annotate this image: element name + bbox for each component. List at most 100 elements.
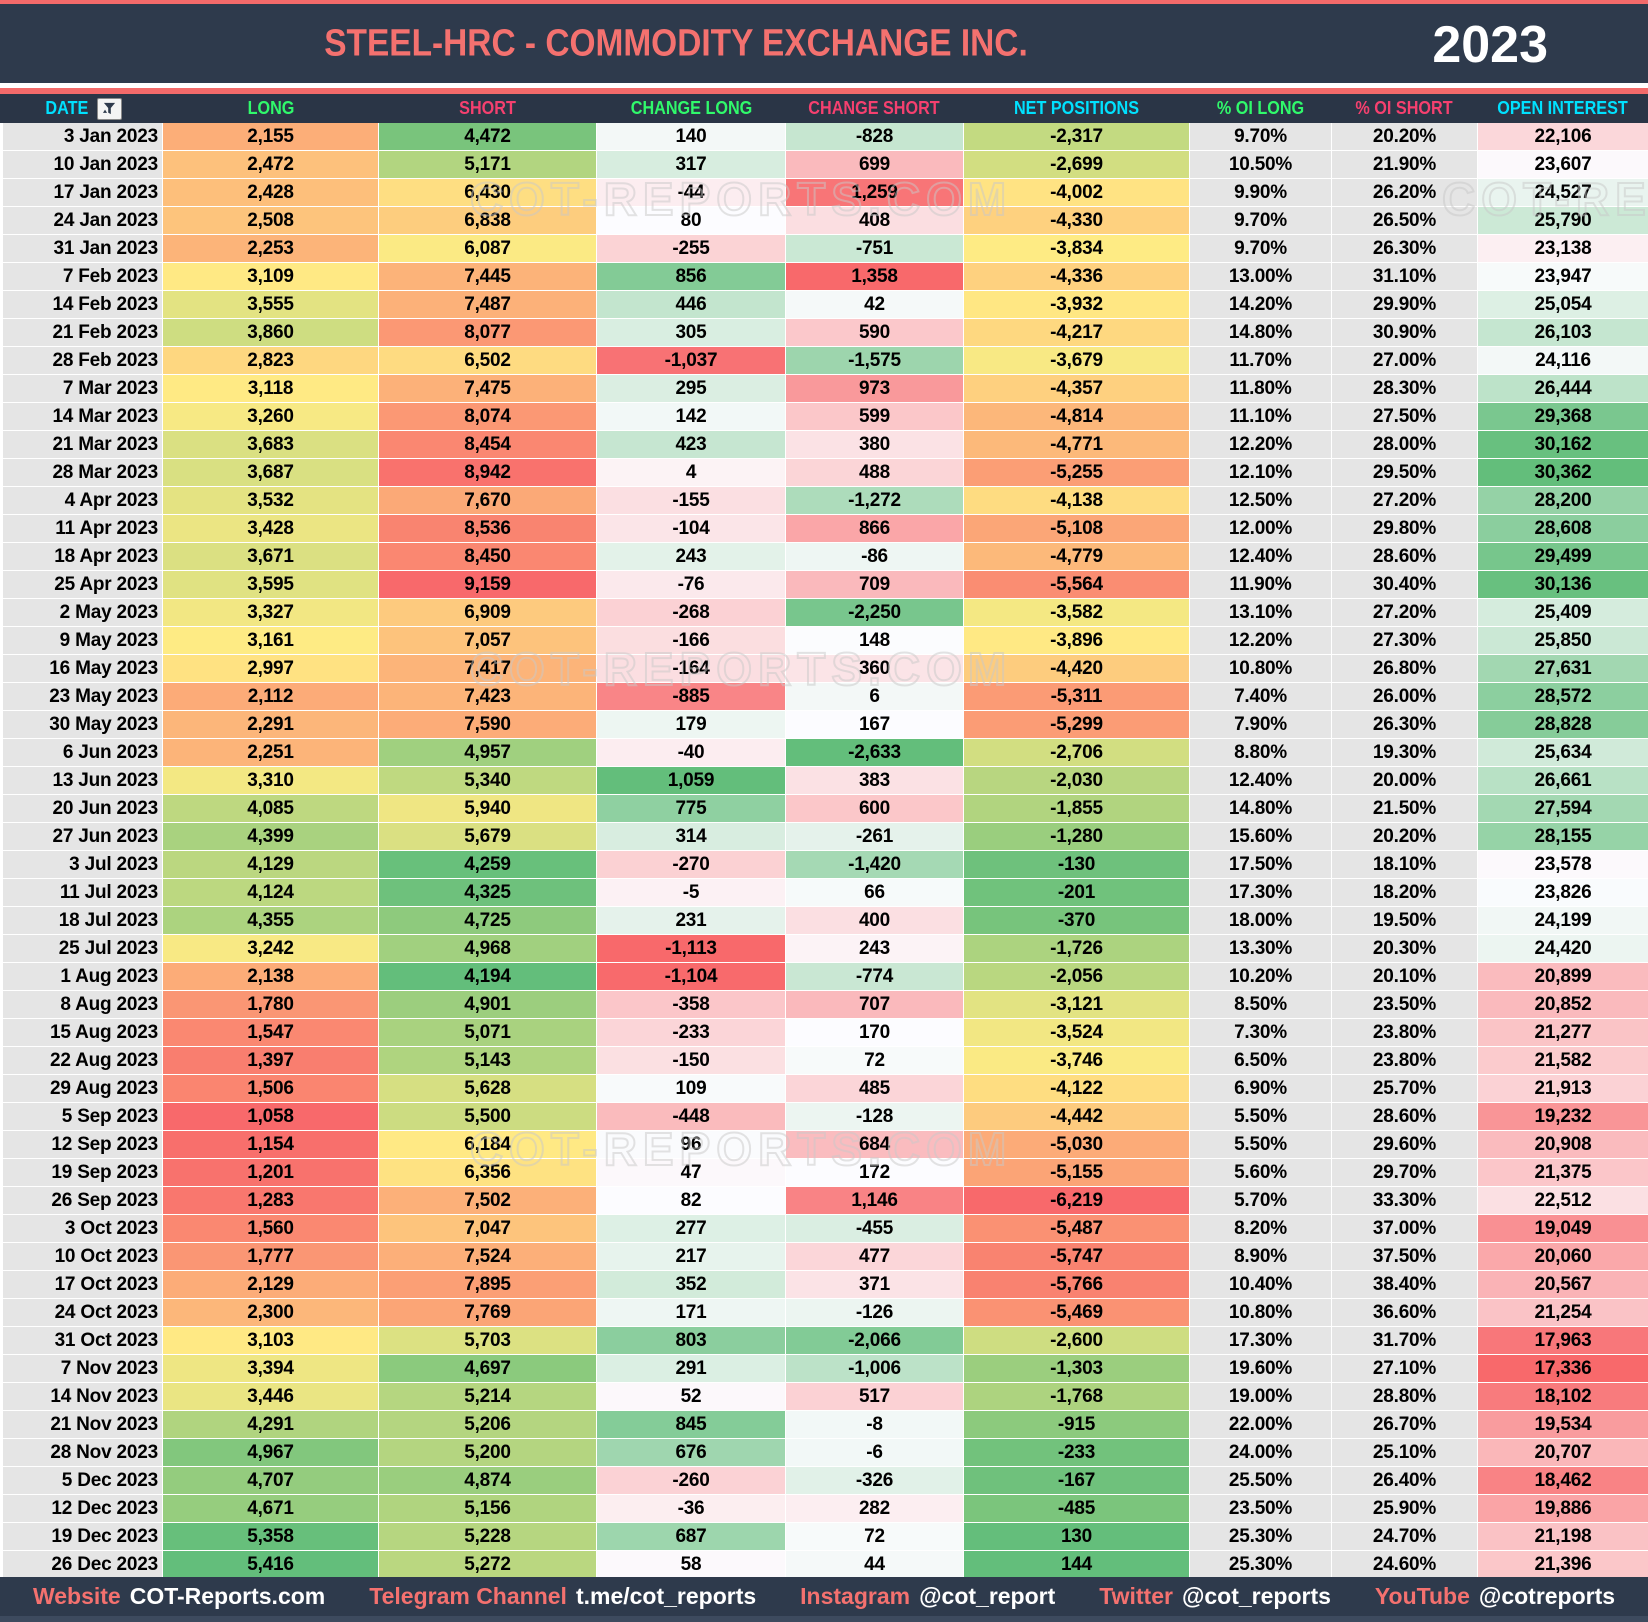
net_positions-cell: -1,768 bbox=[964, 1383, 1189, 1410]
footer-item: Twitter @cot_reports bbox=[1099, 1583, 1331, 1610]
short-cell: 8,454 bbox=[379, 431, 596, 458]
oi_long_pct-cell: 10.20% bbox=[1190, 963, 1331, 990]
oi_short_pct-cell: 29.70% bbox=[1332, 1159, 1477, 1186]
change_long-cell: 423 bbox=[597, 431, 785, 458]
short-cell: 7,895 bbox=[379, 1271, 596, 1298]
long-cell: 3,109 bbox=[163, 263, 378, 290]
short-cell: 4,874 bbox=[379, 1467, 596, 1494]
short-cell: 7,423 bbox=[379, 683, 596, 710]
column-header-oi_long_pct: % OI LONG bbox=[1190, 94, 1331, 123]
date-cell: 7 Nov 2023 bbox=[3, 1355, 162, 1382]
open_interest-cell: 25,850 bbox=[1478, 627, 1648, 654]
open_interest-cell: 28,155 bbox=[1478, 823, 1648, 850]
footer-link[interactable]: @cot_reports bbox=[1181, 1583, 1331, 1609]
net_positions-cell: -4,442 bbox=[964, 1103, 1189, 1130]
net_positions-cell: -5,108 bbox=[964, 515, 1189, 542]
oi_short_pct-cell: 28.80% bbox=[1332, 1383, 1477, 1410]
oi_short_pct-cell: 31.10% bbox=[1332, 263, 1477, 290]
short-cell: 7,502 bbox=[379, 1187, 596, 1214]
oi_long_pct-cell: 12.40% bbox=[1190, 543, 1331, 570]
date-cell: 21 Feb 2023 bbox=[3, 319, 162, 346]
short-cell: 7,047 bbox=[379, 1215, 596, 1242]
footer-link[interactable]: t.me/cot_reports bbox=[575, 1583, 757, 1609]
net_positions-cell: -4,002 bbox=[964, 179, 1189, 206]
oi_short_pct-cell: 29.90% bbox=[1332, 291, 1477, 318]
net_positions-cell: -2,699 bbox=[964, 151, 1189, 178]
short-cell: 6,502 bbox=[379, 347, 596, 374]
footer-item: YouTube @cotreports bbox=[1375, 1583, 1615, 1610]
net_positions-cell: -5,766 bbox=[964, 1271, 1189, 1298]
change_short-cell: 1,259 bbox=[786, 179, 963, 206]
footer-link[interactable]: @cotreports bbox=[1478, 1583, 1616, 1609]
oi_long_pct-cell: 12.50% bbox=[1190, 487, 1331, 514]
change_short-cell: -774 bbox=[786, 963, 963, 990]
oi_long_pct-cell: 11.70% bbox=[1190, 347, 1331, 374]
net_positions-cell: -167 bbox=[964, 1467, 1189, 1494]
short-cell: 5,272 bbox=[379, 1551, 596, 1577]
long-cell: 3,428 bbox=[163, 515, 378, 542]
net_positions-cell: -4,217 bbox=[964, 319, 1189, 346]
change_short-cell: 371 bbox=[786, 1271, 963, 1298]
date-cell: 28 Nov 2023 bbox=[3, 1439, 162, 1466]
oi_long_pct-cell: 7.90% bbox=[1190, 711, 1331, 738]
change_short-cell: 488 bbox=[786, 459, 963, 486]
long-cell: 2,300 bbox=[163, 1299, 378, 1326]
net_positions-cell: -5,299 bbox=[964, 711, 1189, 738]
oi_short_pct-cell: 21.90% bbox=[1332, 151, 1477, 178]
date-cell: 25 Jul 2023 bbox=[3, 935, 162, 962]
oi_long_pct-cell: 9.70% bbox=[1190, 123, 1331, 150]
long-cell: 4,399 bbox=[163, 823, 378, 850]
oi_long_pct-cell: 9.70% bbox=[1190, 235, 1331, 262]
long-cell: 3,532 bbox=[163, 487, 378, 514]
open_interest-cell: 29,368 bbox=[1478, 403, 1648, 430]
filter-icon[interactable] bbox=[97, 97, 123, 120]
oi_long_pct-cell: 5.50% bbox=[1190, 1103, 1331, 1130]
oi_long_pct-cell: 8.20% bbox=[1190, 1215, 1331, 1242]
open_interest-cell: 19,886 bbox=[1478, 1495, 1648, 1522]
date-cell: 30 May 2023 bbox=[3, 711, 162, 738]
oi_short_pct-cell: 26.30% bbox=[1332, 235, 1477, 262]
footer-link[interactable]: COT-Reports.com bbox=[129, 1583, 326, 1609]
net_positions-cell: 144 bbox=[964, 1551, 1189, 1577]
change_short-cell: 599 bbox=[786, 403, 963, 430]
report-title: STEEL-HRC - COMMODITY EXCHANGE INC. bbox=[324, 22, 1028, 64]
long-cell: 1,154 bbox=[163, 1131, 378, 1158]
oi_long_pct-cell: 12.20% bbox=[1190, 431, 1331, 458]
change_short-cell: -6 bbox=[786, 1439, 963, 1466]
oi_long_pct-cell: 18.00% bbox=[1190, 907, 1331, 934]
change_short-cell: 282 bbox=[786, 1495, 963, 1522]
change_short-cell: 517 bbox=[786, 1383, 963, 1410]
net_positions-cell: -5,311 bbox=[964, 683, 1189, 710]
change_long-cell: -104 bbox=[597, 515, 785, 542]
open_interest-cell: 30,162 bbox=[1478, 431, 1648, 458]
long-cell: 3,260 bbox=[163, 403, 378, 430]
net_positions-cell: -370 bbox=[964, 907, 1189, 934]
column-header-label: DATE bbox=[45, 98, 88, 118]
footer-link[interactable]: @cot_report bbox=[919, 1583, 1056, 1609]
change_long-cell: -448 bbox=[597, 1103, 785, 1130]
net_positions-cell: -201 bbox=[964, 879, 1189, 906]
net_positions-cell: -4,420 bbox=[964, 655, 1189, 682]
change_long-cell: -166 bbox=[597, 627, 785, 654]
change_long-cell: 856 bbox=[597, 263, 785, 290]
change_short-cell: -455 bbox=[786, 1215, 963, 1242]
long-cell: 5,358 bbox=[163, 1523, 378, 1550]
net_positions-cell: -3,746 bbox=[964, 1047, 1189, 1074]
column-header-label: SHORT bbox=[459, 98, 516, 118]
oi_long_pct-cell: 13.00% bbox=[1190, 263, 1331, 290]
change_short-cell: -1,272 bbox=[786, 487, 963, 514]
short-cell: 7,445 bbox=[379, 263, 596, 290]
date-cell: 19 Sep 2023 bbox=[3, 1159, 162, 1186]
long-cell: 3,118 bbox=[163, 375, 378, 402]
net_positions-cell: -5,255 bbox=[964, 459, 1189, 486]
oi_long_pct-cell: 17.30% bbox=[1190, 879, 1331, 906]
short-cell: 4,957 bbox=[379, 739, 596, 766]
oi_long_pct-cell: 5.70% bbox=[1190, 1187, 1331, 1214]
open_interest-cell: 23,947 bbox=[1478, 263, 1648, 290]
long-cell: 4,355 bbox=[163, 907, 378, 934]
long-cell: 3,446 bbox=[163, 1383, 378, 1410]
date-cell: 3 Oct 2023 bbox=[3, 1215, 162, 1242]
date-cell: 7 Mar 2023 bbox=[3, 375, 162, 402]
oi_short_pct-cell: 29.60% bbox=[1332, 1131, 1477, 1158]
date-cell: 26 Dec 2023 bbox=[3, 1551, 162, 1577]
